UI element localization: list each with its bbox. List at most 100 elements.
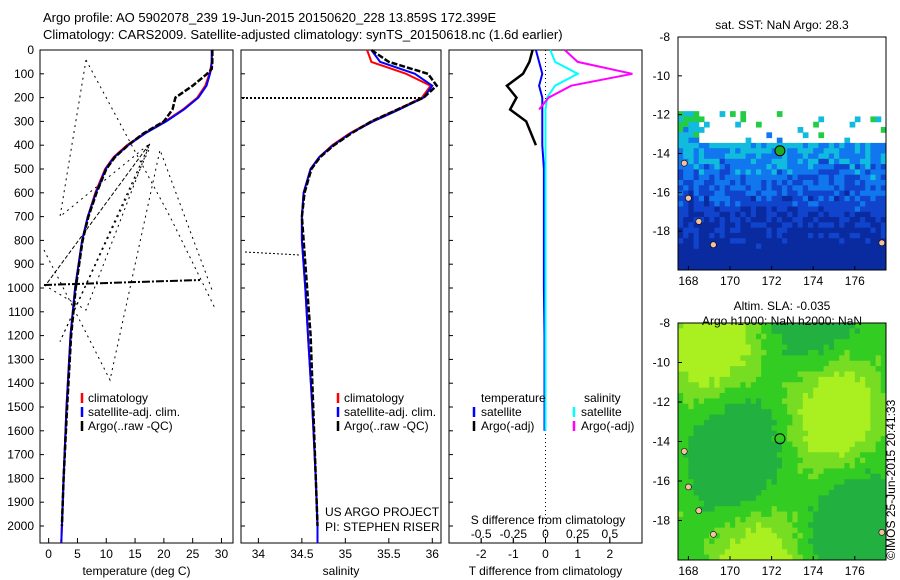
map-cell xyxy=(735,148,741,154)
map-cell xyxy=(865,425,871,432)
map-cell xyxy=(849,382,856,389)
map-cell xyxy=(745,543,752,550)
map-cell xyxy=(854,468,861,475)
project-label: US ARGO PROJECT xyxy=(325,505,440,519)
map-cell xyxy=(750,479,757,486)
map-cell xyxy=(875,516,882,523)
map-cell xyxy=(823,243,830,250)
map-cell xyxy=(719,206,726,213)
map-cell xyxy=(771,387,778,394)
lat-tick-label: -10 xyxy=(653,356,671,370)
map-cell xyxy=(875,533,882,539)
map-cell xyxy=(740,414,747,421)
map-cell xyxy=(719,376,726,383)
map-cell xyxy=(870,185,877,192)
map-cell xyxy=(808,533,814,539)
map-cell xyxy=(782,195,788,202)
map-cell xyxy=(787,222,793,229)
map-cell xyxy=(880,127,887,133)
map-cell xyxy=(865,543,871,550)
map-cell xyxy=(870,222,877,229)
map-cell xyxy=(683,355,689,362)
map-cell xyxy=(880,339,887,346)
map-cell xyxy=(704,376,710,383)
map-cell xyxy=(776,164,783,170)
map-cell xyxy=(828,349,835,356)
map-cell xyxy=(813,323,819,329)
map-cell xyxy=(688,409,695,416)
map-cell xyxy=(818,227,825,234)
map-cell xyxy=(745,425,752,432)
map-cell xyxy=(828,259,835,266)
map-cell xyxy=(756,323,762,329)
map-cell xyxy=(698,425,705,432)
map-cell xyxy=(724,344,731,351)
map-cell xyxy=(698,419,705,426)
map-cell xyxy=(704,227,710,234)
legend-label: satellite-adj. clim. xyxy=(344,405,436,419)
map-cell xyxy=(766,479,773,486)
map-cell xyxy=(808,211,814,218)
map-cell xyxy=(719,222,726,229)
map-cell xyxy=(724,543,731,550)
map-cell xyxy=(844,468,851,475)
map-cell xyxy=(849,479,856,486)
map-cell xyxy=(756,549,762,556)
map-cell xyxy=(776,217,783,223)
map-cell xyxy=(709,222,715,229)
map-cell xyxy=(860,243,866,250)
map-cell xyxy=(875,479,882,486)
map-cell xyxy=(782,371,788,378)
map-cell xyxy=(792,382,799,389)
map-cell xyxy=(802,419,809,426)
map-cell xyxy=(714,366,721,372)
map-cell xyxy=(698,484,705,491)
map-cell xyxy=(870,436,877,442)
map-cell xyxy=(813,222,819,229)
map-cell xyxy=(865,463,871,469)
map-cell xyxy=(683,376,689,383)
map-cell xyxy=(771,430,778,437)
map-cell xyxy=(693,328,700,335)
map-cell xyxy=(823,398,830,405)
map-cell xyxy=(771,403,778,410)
map-cell xyxy=(766,527,773,534)
argo-raw-dotted-trace xyxy=(85,59,216,309)
map-cell xyxy=(802,554,809,561)
map-cell xyxy=(849,516,856,523)
map-cell xyxy=(808,463,814,469)
map-cell xyxy=(802,398,809,405)
map-cell xyxy=(688,398,695,405)
map-cell xyxy=(828,227,835,234)
map-cell xyxy=(865,333,871,340)
map-cell xyxy=(865,468,871,475)
map-cell xyxy=(678,153,684,160)
map-cell xyxy=(787,527,793,534)
map-cell xyxy=(787,393,793,399)
map-cell xyxy=(704,259,710,266)
map-cell xyxy=(678,479,684,486)
map-cell xyxy=(797,452,804,459)
map-cell xyxy=(860,489,866,496)
map-cell xyxy=(834,500,840,507)
map-cell xyxy=(750,452,757,459)
map-cell xyxy=(787,425,793,432)
map-cell xyxy=(693,222,700,229)
map-cell xyxy=(880,511,887,518)
map-cell xyxy=(782,169,788,176)
map-cell xyxy=(771,339,778,346)
map-cell xyxy=(797,463,804,469)
x-tick-label: 25 xyxy=(186,547,200,561)
map-cell xyxy=(688,436,695,442)
legend-label: satellite xyxy=(481,405,522,419)
map-cell xyxy=(844,339,851,346)
map-cell xyxy=(735,425,741,432)
map-cell xyxy=(709,206,715,213)
map-cell xyxy=(693,174,700,181)
map-cell xyxy=(719,179,726,186)
map-cell xyxy=(813,248,819,255)
map-cell xyxy=(771,174,778,181)
map-cell xyxy=(750,500,757,507)
map-cell xyxy=(860,366,866,372)
island-icon xyxy=(680,448,688,455)
